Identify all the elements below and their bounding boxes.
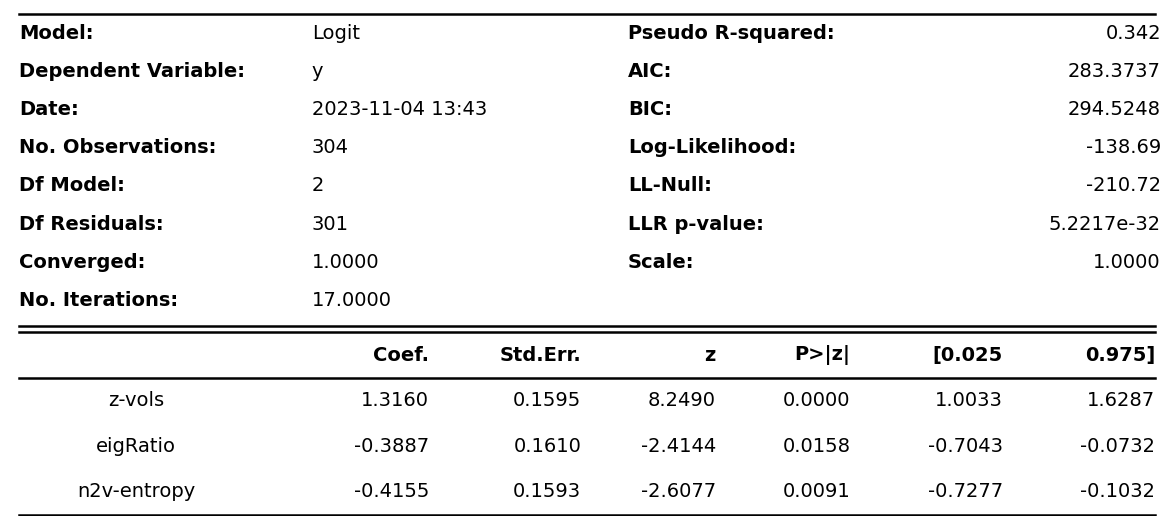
Text: Logit: Logit [312, 24, 359, 43]
Text: -0.1032: -0.1032 [1080, 482, 1155, 502]
Text: AIC:: AIC: [628, 62, 673, 81]
Text: 0.975]: 0.975] [1085, 346, 1155, 365]
Text: No. Iterations:: No. Iterations: [19, 291, 178, 310]
Text: 301: 301 [312, 215, 349, 234]
Text: -0.7277: -0.7277 [927, 482, 1003, 502]
Text: Log-Likelihood:: Log-Likelihood: [628, 138, 796, 157]
Text: -0.0732: -0.0732 [1080, 437, 1155, 456]
Text: 1.0000: 1.0000 [1093, 253, 1161, 272]
Text: 304: 304 [312, 138, 349, 157]
Text: 0.0158: 0.0158 [783, 437, 850, 456]
Text: Scale:: Scale: [628, 253, 695, 272]
Text: P>|z|: P>|z| [795, 345, 850, 365]
Text: 0.1610: 0.1610 [513, 437, 581, 456]
Text: 0.1593: 0.1593 [513, 482, 581, 502]
Text: LL-Null:: LL-Null: [628, 176, 711, 196]
Text: 1.6287: 1.6287 [1087, 391, 1155, 410]
Text: 17.0000: 17.0000 [312, 291, 392, 310]
Text: Coef.: Coef. [373, 346, 429, 365]
Text: Model:: Model: [19, 24, 94, 43]
Text: 8.2490: 8.2490 [648, 391, 716, 410]
Text: 0.0091: 0.0091 [783, 482, 850, 502]
Text: BIC:: BIC: [628, 100, 672, 119]
Text: -0.7043: -0.7043 [927, 437, 1003, 456]
Text: 1.0033: 1.0033 [935, 391, 1003, 410]
Text: n2v-entropy: n2v-entropy [77, 482, 195, 502]
Text: [0.025: [0.025 [932, 346, 1003, 365]
Text: Dependent Variable:: Dependent Variable: [19, 62, 245, 81]
Text: Std.Err.: Std.Err. [499, 346, 581, 365]
Text: No. Observations:: No. Observations: [19, 138, 216, 157]
Text: Pseudo R-squared:: Pseudo R-squared: [628, 24, 835, 43]
Text: -138.69: -138.69 [1086, 138, 1161, 157]
Text: -0.3887: -0.3887 [353, 437, 429, 456]
Text: Df Model:: Df Model: [19, 176, 124, 196]
Text: -210.72: -210.72 [1086, 176, 1161, 196]
Text: eigRatio: eigRatio [96, 437, 176, 456]
Text: 2: 2 [312, 176, 324, 196]
Text: -2.4144: -2.4144 [641, 437, 716, 456]
Text: 0.1595: 0.1595 [513, 391, 581, 410]
Text: 0.0000: 0.0000 [783, 391, 850, 410]
Text: 1.0000: 1.0000 [312, 253, 379, 272]
Text: Df Residuals:: Df Residuals: [19, 215, 163, 234]
Text: 294.5248: 294.5248 [1068, 100, 1161, 119]
Text: z-vols: z-vols [108, 391, 164, 410]
Text: 283.3737: 283.3737 [1068, 62, 1161, 81]
Text: 0.342: 0.342 [1105, 24, 1161, 43]
Text: 2023-11-04 13:43: 2023-11-04 13:43 [312, 100, 487, 119]
Text: LLR p-value:: LLR p-value: [628, 215, 764, 234]
Text: z: z [704, 346, 716, 365]
Text: -0.4155: -0.4155 [353, 482, 429, 502]
Text: 1.3160: 1.3160 [360, 391, 429, 410]
Text: -2.6077: -2.6077 [641, 482, 716, 502]
Text: y: y [312, 62, 323, 81]
Text: Converged:: Converged: [19, 253, 146, 272]
Text: 5.2217e-32: 5.2217e-32 [1048, 215, 1161, 234]
Text: Date:: Date: [19, 100, 79, 119]
